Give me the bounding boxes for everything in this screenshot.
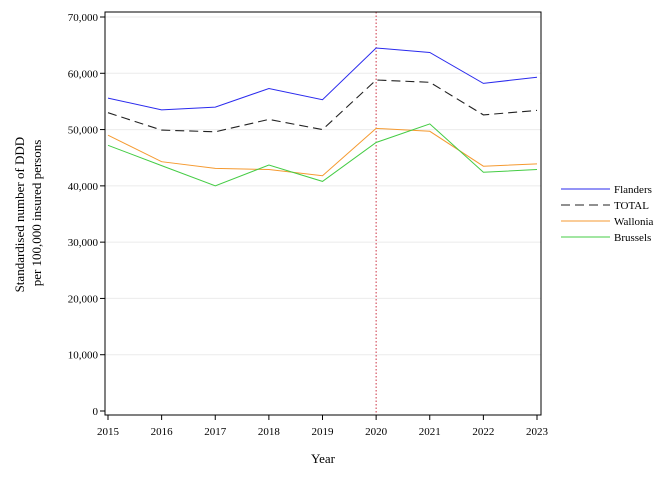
y-tick-label: 10,000 (68, 350, 99, 362)
x-tick-label: 2019 (312, 426, 335, 438)
series-line-wallonia (107, 127, 538, 177)
legend-label-total: TOTAL (614, 200, 649, 212)
y-tick-label: 20,000 (68, 293, 99, 305)
y-tick-label: 30,000 (68, 237, 99, 249)
x-tick-label: 2017 (204, 426, 227, 438)
series-layer (107, 47, 538, 187)
y-axis-title-line-1: Standardised number of DDD (12, 137, 27, 293)
y-tick-label: 60,000 (68, 68, 99, 80)
x-tick-label: 2016 (151, 426, 174, 438)
x-axis-title: Year (311, 451, 336, 466)
y-axis-title: Standardised number of DDD per 100,000 i… (12, 134, 44, 293)
y-tick-label: 50,000 (68, 125, 99, 137)
x-tick-label: 2023 (526, 426, 549, 438)
series-line-flanders (107, 47, 538, 111)
series-line-brussels (107, 123, 538, 187)
x-tick-label: 2015 (97, 426, 120, 438)
y-tick-label: 0 (93, 406, 99, 418)
x-tick-label: 2022 (472, 426, 494, 438)
y-axis-title-line-2: per 100,000 insured persons (29, 140, 44, 287)
x-tick-label: 2018 (258, 426, 281, 438)
legend: Flanders TOTAL Wallonia Brussels (561, 184, 654, 244)
gridlines (105, 16, 541, 356)
legend-label-wallonia: Wallonia (614, 216, 654, 228)
x-tick-label: 2021 (419, 426, 441, 438)
x-tick-label: 2020 (365, 426, 388, 438)
y-tick-label: 70,000 (68, 12, 99, 24)
legend-label-flanders: Flanders (614, 184, 652, 196)
axes: 0 10,000 20,000 30,000 40,000 50,000 60,000 70,… (68, 12, 549, 438)
series-line-total (107, 79, 538, 133)
y-tick-label: 40,000 (68, 181, 99, 193)
legend-label-brussels: Brussels (614, 232, 651, 244)
